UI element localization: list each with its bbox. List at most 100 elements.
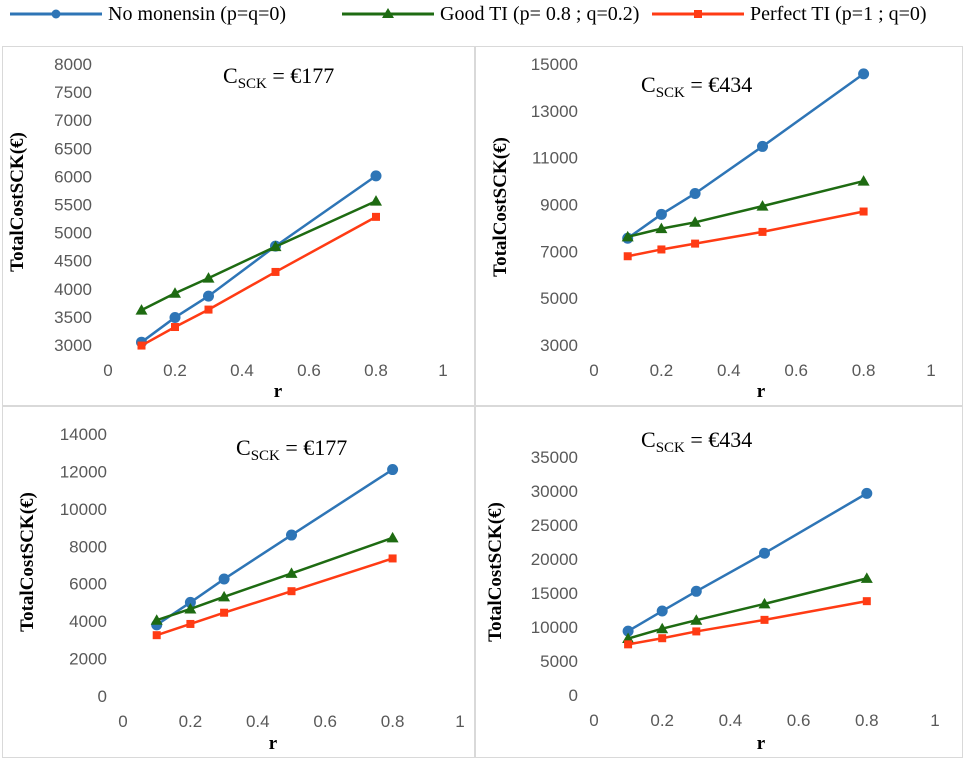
y-tick-label: 5000 [54, 224, 92, 243]
data-point-circle [861, 487, 873, 499]
y-tick-label: 12000 [60, 462, 107, 481]
y-tick-label: 3000 [540, 336, 578, 355]
x-tick-label: 1 [438, 361, 447, 380]
legend-item-perfect-ti: Perfect TI (p=1 ; q=0) [650, 2, 927, 26]
y-tick-label: 15000 [531, 584, 578, 603]
data-point-square [204, 305, 213, 314]
x-tick-label: 0.4 [717, 361, 741, 380]
data-point-triangle [621, 230, 634, 242]
y-tick-label: 8000 [69, 537, 107, 556]
data-point-triangle [184, 602, 197, 614]
y-tick-label: 4500 [54, 252, 92, 271]
data-point-triangle [756, 200, 769, 211]
chart-panel-bottom-right: 0 5000 10000 15000 20000 25000 30000 35000 0 0.2 0… [475, 406, 963, 758]
data-point-triangle [169, 287, 181, 298]
data-point-circle [218, 573, 230, 585]
y-tick-label: 7000 [540, 242, 578, 261]
x-tick-label: 0 [118, 712, 127, 731]
cost-annotation: CSCK = €434 [641, 72, 752, 101]
data-point-triangle [202, 272, 215, 283]
data-point-square [171, 323, 179, 332]
legend-item-good-ti: Good TI (p= 0.8 ; q=0.2) [340, 2, 639, 26]
data-point-square [220, 608, 229, 617]
cost-annotation: CSCK = €177 [223, 63, 334, 92]
y-tick-label: 7000 [54, 111, 92, 130]
x-tick-label: 0.2 [179, 712, 203, 731]
x-tick-label: 1 [455, 712, 464, 731]
y-tick-label: 6000 [69, 575, 107, 594]
y-tick-label: 3000 [54, 336, 92, 355]
data-point-square [862, 597, 871, 606]
data-point-square [859, 207, 868, 216]
y-tick-label: 2000 [69, 650, 107, 669]
chart-bottom-right: 0 5000 10000 15000 20000 25000 30000 35000 0 0.2 0… [485, 427, 940, 754]
data-point-triangle [150, 614, 163, 625]
y-tick-label: 5000 [540, 652, 578, 671]
x-tick-label: 0.2 [163, 361, 187, 380]
y-tick-label: 4000 [54, 280, 92, 299]
data-point-triangle [269, 240, 282, 252]
data-point-square [657, 245, 666, 254]
chart-top-right: 3000 5000 7000 9000 11000 13000 15000 0 0.2 0.4 0.… [490, 55, 936, 402]
y-tick-label: 6000 [54, 167, 92, 186]
x-tick-label: 0.6 [784, 361, 808, 380]
legend-label-good-ti: Good TI (p= 0.8 ; q=0.2) [440, 2, 640, 25]
data-point-square [658, 634, 667, 643]
data-point-triangle [285, 567, 298, 578]
data-point-square [271, 267, 280, 276]
data-point-circle [370, 170, 382, 182]
y-axis-title: TotalCostSCK(€) [7, 132, 28, 272]
cost-annotation: CSCK = €434 [641, 427, 752, 456]
data-point-square [758, 227, 767, 236]
y-tick-label: 11000 [532, 149, 578, 168]
data-point-circle [169, 311, 181, 323]
data-point-triangle [758, 597, 771, 609]
y-axis-title: TotalCostSCK(€) [485, 502, 506, 642]
x-tick-label: 0 [103, 361, 112, 380]
data-point-circle [622, 625, 634, 637]
x-axis-title: r [274, 381, 283, 402]
data-point-triangle [386, 531, 399, 543]
data-point-square [186, 619, 195, 628]
data-point-circle [184, 596, 196, 608]
y-tick-label: 13000 [531, 102, 578, 121]
data-point-square [692, 627, 701, 636]
x-tick-label: 0.6 [313, 712, 337, 731]
chart-bottom-left: 0 2000 4000 6000 8000 10000 12000 14000 0 0.2 0.4 0… [17, 425, 465, 754]
x-tick-label: 0.4 [246, 712, 270, 731]
cost-annotation: CSCK = €177 [236, 435, 347, 464]
data-point-triangle [655, 222, 668, 234]
x-axis-title: r [269, 733, 278, 754]
x-axis-title: r [757, 381, 766, 402]
y-tick-label: 4000 [69, 612, 107, 631]
y-tick-label: 20000 [531, 550, 578, 569]
data-point-circle [203, 290, 214, 302]
data-point-square [691, 239, 700, 248]
x-tick-label: 0.6 [787, 711, 811, 730]
data-point-circle [286, 529, 297, 541]
chart-panel-top-left: 3000 3500 4000 4500 5000 5500 6000 6500 7000 7500… [2, 46, 475, 406]
legend-swatch-circle [10, 9, 102, 19]
data-point-square [760, 615, 769, 624]
data-point-square [624, 640, 633, 649]
data-point-triangle [218, 590, 231, 602]
data-point-triangle [689, 216, 702, 227]
y-tick-label: 30000 [531, 482, 578, 501]
y-tick-label: 8000 [54, 55, 92, 74]
data-point-square [152, 631, 161, 640]
y-tick-label: 10000 [60, 500, 107, 519]
data-point-triangle [135, 304, 148, 315]
y-tick-label: 0 [98, 687, 107, 706]
x-tick-label: 1 [926, 361, 935, 380]
legend-swatch-square [652, 10, 744, 18]
x-tick-label: 1 [930, 711, 939, 730]
x-axis-title: r [757, 733, 766, 754]
data-point-triangle [860, 572, 873, 583]
x-tick-label: 0.6 [297, 361, 321, 380]
x-tick-label: 0.4 [230, 361, 254, 380]
x-tick-label: 0.2 [650, 711, 674, 730]
data-point-square [137, 341, 146, 350]
data-point-triangle [656, 622, 669, 634]
y-axis-title: TotalCostSCK(€) [490, 137, 511, 277]
y-tick-label: 9000 [540, 196, 578, 215]
